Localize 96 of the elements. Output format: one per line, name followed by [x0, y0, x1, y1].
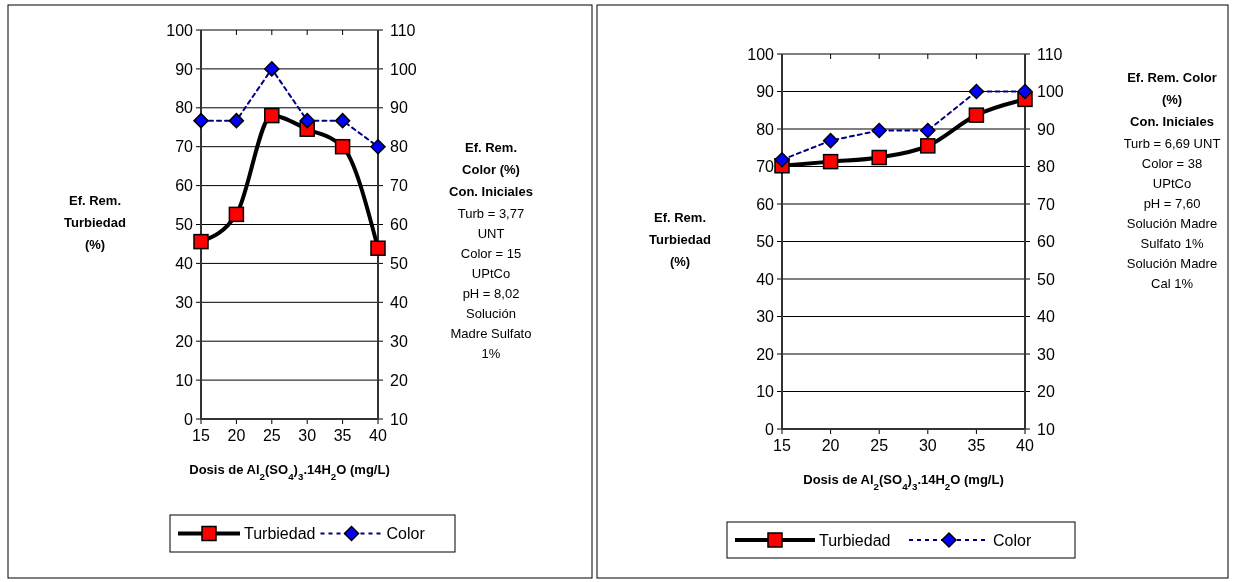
y-tick-label: 90	[756, 83, 775, 101]
point	[264, 107, 280, 124]
y2-tick-label: 100	[1037, 83, 1064, 101]
legend-label: Turbiedad	[819, 531, 891, 549]
point	[193, 112, 209, 129]
y-axis-title: Ef. Rem. Turbiedad (%)	[64, 192, 126, 252]
y2-tick-label: 80	[390, 138, 408, 156]
y2-tick-label: 10	[390, 410, 408, 428]
text: Solución Madre Sulfato 1%	[1126, 216, 1218, 251]
text: Dosis de Al$_{2}$(SO$_{4}$)$_{3}$.14H$_{2}$O (mg/L)	[803, 472, 1004, 492]
point	[370, 240, 386, 256]
text: Turb = 6,69 UNT	[1123, 136, 1221, 151]
y2-tick-label: 110	[1037, 45, 1063, 63]
y2-tick-label: 100	[390, 60, 417, 78]
x-tick-label: 35	[333, 427, 352, 444]
y2-tick-label: 20	[390, 371, 408, 389]
point	[370, 138, 386, 155]
y-tick-label: 80	[175, 99, 194, 117]
y2-tick-label: 90	[390, 99, 408, 117]
point	[774, 152, 790, 168]
y2-tick-label: 30	[390, 332, 408, 350]
y2-tick-label: 60	[1037, 233, 1055, 251]
y-tick-label: 100	[747, 45, 775, 63]
point	[1017, 83, 1033, 100]
y-tick-label: 60	[175, 177, 194, 195]
y-tick-label: 90	[175, 60, 194, 78]
y2-tick-label: 40	[1037, 308, 1055, 326]
point	[228, 206, 245, 223]
point	[920, 122, 936, 139]
y-tick-label: 80	[756, 120, 775, 138]
text: Solución Madre Sulfato 1%	[450, 306, 532, 361]
y-tick-label: 10	[175, 371, 194, 389]
text: Con. Iniciales	[449, 184, 533, 199]
y2-axis-title: Ef. Rem. Color (%)	[462, 140, 520, 177]
y2-tick-label: 60	[390, 216, 408, 234]
y2-tick-label: 70	[1037, 195, 1055, 213]
x-tick-label: 20	[227, 427, 246, 444]
y2-tick-label: 40	[390, 293, 408, 311]
y2-tick-label: 70	[390, 177, 408, 195]
point	[871, 122, 887, 139]
y-axis-title: Ef. Rem. Turbiedad (%)	[649, 209, 711, 269]
x-tick-label: 25	[262, 427, 281, 444]
y-tick-label: 40	[175, 255, 194, 272]
text: pH = 7,60	[1143, 196, 1201, 211]
y2-tick-label: 50	[390, 255, 408, 272]
y2-tick-label: 90	[1037, 120, 1055, 138]
y-tick-label: 60	[756, 195, 775, 213]
x-tick-label: 15	[192, 427, 210, 444]
x-tick-label: 35	[967, 437, 986, 454]
text: Turb = 3,77 UNT	[457, 206, 525, 241]
point	[193, 233, 209, 250]
point	[822, 132, 839, 149]
y-tick-label: 30	[175, 293, 194, 311]
y2-axis-title: Ef. Rem. Color (%)	[1127, 70, 1217, 107]
y-tick-label: 0	[184, 410, 194, 428]
y-tick-label: 20	[175, 332, 194, 350]
point	[822, 153, 839, 170]
y-tick-label: 100	[166, 21, 194, 39]
text: Dosis de Al$_{2}$(SO$_{4}$)$_{3}$.14H$_{2}$O (mg/L)	[189, 462, 390, 482]
x-tick-label: 20	[821, 437, 840, 454]
y2-tick-label: 10	[1037, 420, 1055, 438]
point	[264, 61, 280, 77]
y-tick-label: 50	[175, 216, 194, 234]
y-tick-label: 70	[175, 138, 194, 156]
y-tick-label: 0	[765, 420, 775, 438]
x-tick-label: 30	[918, 437, 937, 454]
point	[968, 83, 985, 100]
x-tick-label: 40	[369, 427, 387, 444]
y-tick-label: 70	[756, 158, 775, 176]
x-tick-label: 25	[870, 437, 889, 454]
point	[299, 112, 315, 129]
y2-tick-label: 110	[390, 21, 416, 39]
legend-label: Color	[993, 531, 1032, 549]
x-tick-label: 15	[773, 437, 791, 454]
y-tick-label: 50	[756, 233, 775, 251]
point	[968, 107, 985, 123]
y2-tick-label: 30	[1037, 345, 1055, 363]
legend-label: Color	[386, 525, 426, 543]
text: Solución Madre Cal 1%	[1126, 256, 1218, 291]
point	[228, 112, 245, 129]
y-tick-label: 30	[756, 308, 775, 326]
y-tick-label: 20	[756, 345, 775, 363]
y2-tick-label: 80	[1037, 158, 1055, 176]
legend-label: Turbiedad	[244, 525, 316, 543]
point	[334, 112, 351, 129]
point	[871, 149, 887, 166]
text: pH = 8,02	[462, 286, 520, 301]
x-tick-label: 30	[298, 427, 317, 444]
point	[334, 138, 351, 155]
x-tick-label: 40	[1016, 437, 1034, 454]
y-tick-label: 10	[756, 383, 775, 401]
point	[920, 138, 936, 154]
text: Con. Iniciales	[1130, 114, 1214, 129]
y2-tick-label: 50	[1037, 270, 1055, 288]
y2-tick-label: 20	[1037, 383, 1055, 401]
y-tick-label: 40	[756, 270, 775, 288]
